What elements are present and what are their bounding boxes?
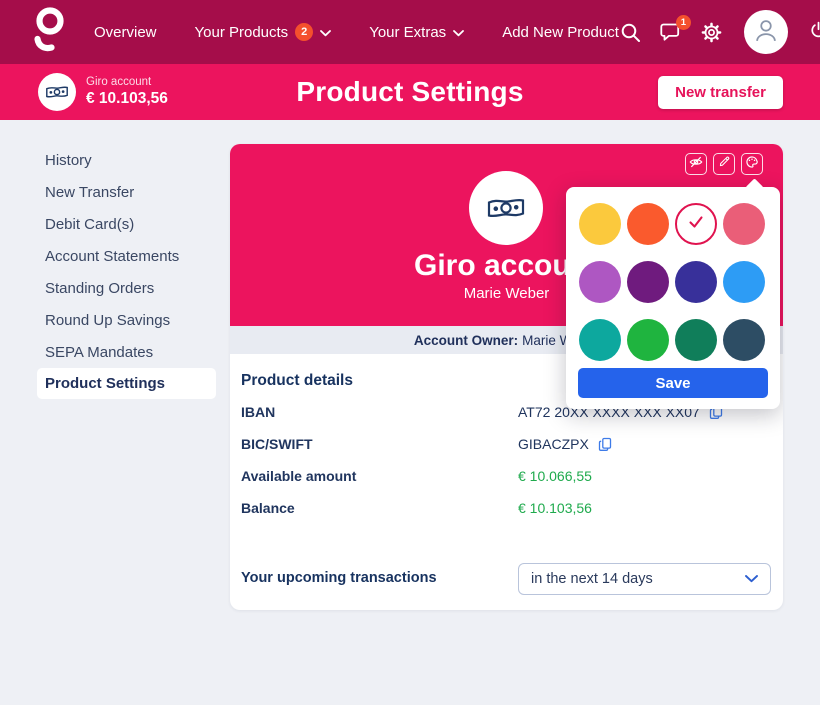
sidebar-item-product-settings[interactable]: Product Settings: [37, 368, 216, 399]
upcoming-range-value: in the next 14 days: [531, 571, 653, 587]
color-swatch-dark-green[interactable]: [675, 319, 717, 361]
upcoming-transactions-label: Your upcoming transactions: [241, 570, 437, 586]
account-name: Giro account: [86, 76, 152, 88]
sidebar-item-new-transfer[interactable]: New Transfer: [0, 176, 230, 208]
sidebar-item-label: Account Statements: [45, 247, 180, 265]
sidebar-item-label: Standing Orders: [45, 279, 155, 297]
search-icon[interactable]: [619, 21, 642, 44]
color-swatch-yellow[interactable]: [579, 203, 621, 245]
sidebar-item-label: SEPA Mandates: [45, 343, 154, 361]
color-swatch-pink-selected[interactable]: [675, 203, 717, 245]
sidebar-item-history[interactable]: History: [0, 144, 230, 176]
pencil-icon: [718, 155, 731, 173]
iban-label: IBAN: [241, 404, 276, 420]
bic-swift-label: BIC/SWIFT: [241, 436, 313, 452]
chat-icon[interactable]: 1: [659, 14, 691, 44]
detail-row-bic-swift: BIC/SWIFT GIBACZPX: [241, 434, 771, 454]
available-amount-label: Available amount: [241, 468, 357, 484]
product-owner-name: Marie Weber: [463, 285, 550, 302]
sidebar-item-round-up-savings[interactable]: Round Up Savings: [0, 304, 230, 336]
sidebar-item-sepa-mandates[interactable]: SEPA Mandates: [0, 336, 230, 368]
nav-item-your-products[interactable]: Your Products 2: [195, 23, 332, 41]
save-color-button[interactable]: Save: [578, 368, 768, 398]
sidebar-item-label: History: [45, 151, 92, 169]
nav-label: Overview: [94, 23, 157, 41]
new-transfer-button[interactable]: New transfer: [658, 75, 783, 109]
color-swatch-blue[interactable]: [723, 261, 765, 303]
hide-product-button[interactable]: [685, 153, 707, 175]
nav-label: Your Extras: [369, 23, 447, 41]
account-owner-label: Account Owner:: [413, 332, 519, 348]
nav-item-add-new-product[interactable]: Add New Product: [502, 24, 619, 41]
balance-value: € 10.103,56: [518, 500, 592, 516]
product-banknote-icon: [469, 171, 543, 245]
eye-off-icon: [689, 155, 703, 174]
power-icon: [809, 21, 820, 44]
sidebar-item-debit-cards[interactable]: Debit Card(s): [0, 208, 230, 240]
color-swatch-grid: [566, 187, 780, 361]
nav-label: Add New Product: [502, 23, 619, 41]
products-count-badge: 2: [295, 23, 314, 41]
settings-gear-icon[interactable]: [700, 21, 723, 44]
color-swatch-purple[interactable]: [627, 261, 669, 303]
sidebar-item-standing-orders[interactable]: Standing Orders: [0, 272, 230, 304]
color-picker-popover: Save: [566, 178, 780, 409]
account-summary-text: Giro account € 10.103,56: [86, 76, 168, 108]
chat-unread-badge: 1: [675, 14, 691, 30]
copy-bic-icon[interactable]: [598, 437, 612, 452]
george-logo-icon: [30, 6, 68, 59]
product-details-section: Product details IBAN AT72 20XX XXXX XXX …: [230, 354, 783, 610]
person-icon: [751, 15, 781, 50]
color-palette-button[interactable]: [741, 153, 763, 175]
color-swatch-orchid[interactable]: [579, 261, 621, 303]
chevron-down-icon: [453, 24, 465, 41]
sidebar-item-label: Product Settings: [45, 375, 166, 392]
account-header: Giro account € 10.103,56 Product Setting…: [0, 64, 820, 120]
details-heading: Product details: [241, 372, 353, 389]
detail-row-balance: Balance € 10.103,56: [241, 498, 771, 518]
bic-swift-value: GIBACZPX: [518, 436, 589, 452]
brand-logo[interactable]: [30, 6, 68, 59]
check-icon: [687, 214, 705, 235]
color-swatch-slate[interactable]: [723, 319, 765, 361]
upcoming-range-select[interactable]: in the next 14 days: [518, 563, 771, 595]
nav-links: Overview Your Products 2 Your Extras Add…: [94, 23, 619, 41]
color-swatch-orange[interactable]: [627, 203, 669, 245]
sidebar-item-label: Debit Card(s): [45, 215, 135, 233]
color-swatch-teal[interactable]: [579, 319, 621, 361]
nav-actions: 1: [619, 10, 820, 54]
account-balance: € 10.103,56: [86, 90, 168, 107]
color-swatch-green[interactable]: [627, 319, 669, 361]
available-amount-value: € 10.066,55: [518, 468, 592, 484]
nav-item-overview[interactable]: Overview: [94, 24, 157, 41]
current-account-summary[interactable]: Giro account € 10.103,56: [38, 73, 168, 111]
sidebar-nav: History New Transfer Debit Card(s) Accou…: [0, 144, 230, 399]
user-avatar[interactable]: [743, 10, 788, 54]
color-swatch-indigo[interactable]: [675, 261, 717, 303]
chevron-down-icon: [745, 575, 758, 583]
balance-label: Balance: [241, 500, 295, 516]
edit-product-button[interactable]: [713, 153, 735, 175]
sidebar-item-label: Round Up Savings: [45, 311, 171, 329]
chevron-down-icon: [320, 24, 332, 41]
nav-item-your-extras[interactable]: Your Extras: [369, 23, 465, 41]
banknote-icon: [38, 73, 76, 111]
palette-icon: [745, 155, 759, 174]
sidebar-item-label: New Transfer: [45, 183, 135, 201]
product-settings-card: Giro account Marie Weber Account Owner: …: [230, 144, 783, 610]
sidebar-item-account-statements[interactable]: Account Statements: [0, 240, 230, 272]
color-swatch-rose[interactable]: [723, 203, 765, 245]
card-header-actions: [685, 153, 763, 175]
top-navbar: Overview Your Products 2 Your Extras Add…: [0, 0, 820, 64]
detail-row-available-amount: Available amount € 10.066,55: [241, 466, 771, 486]
nav-label: Your Products: [194, 23, 289, 41]
page-content: History New Transfer Debit Card(s) Accou…: [0, 120, 820, 705]
logout-button[interactable]: Logout: [809, 21, 820, 44]
